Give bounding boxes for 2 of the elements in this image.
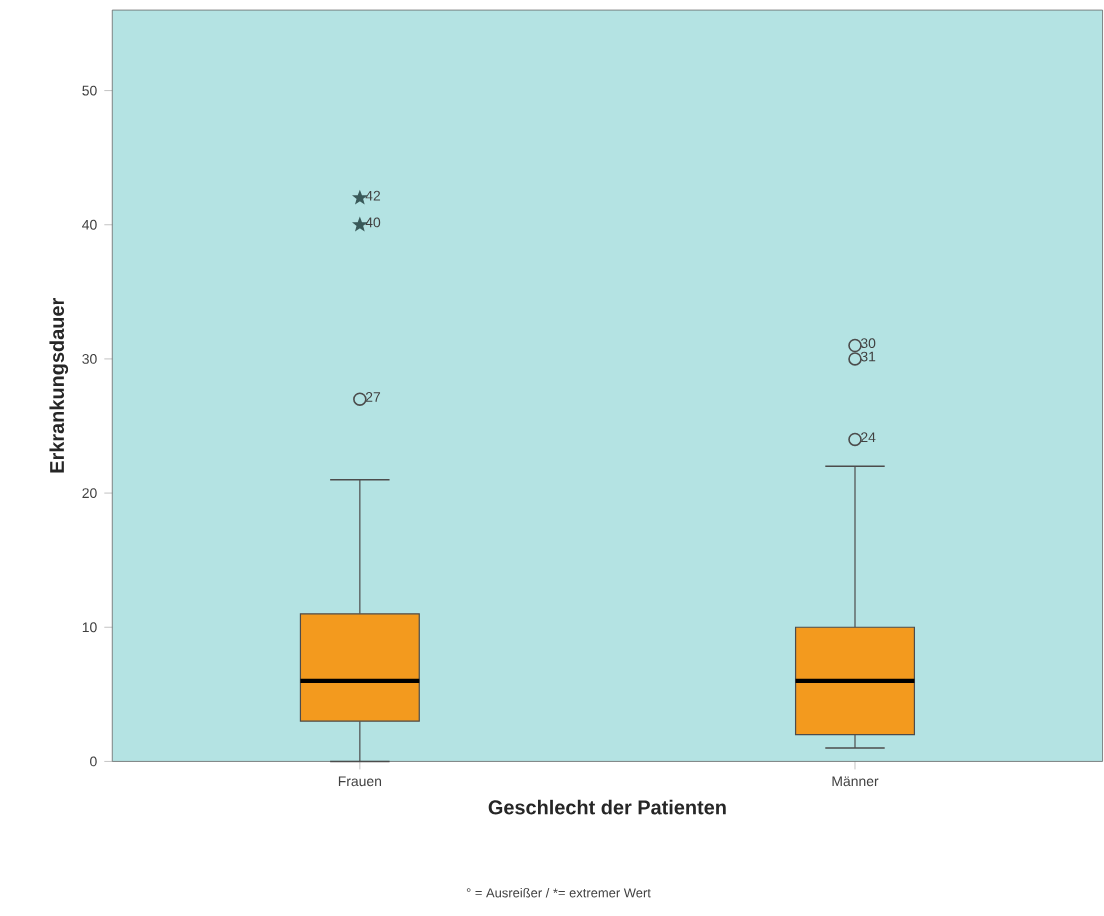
x-axis-title: Geschlecht der Patienten [488,800,726,815]
y-axis-title: Erkrankungsdauer [49,298,69,473]
